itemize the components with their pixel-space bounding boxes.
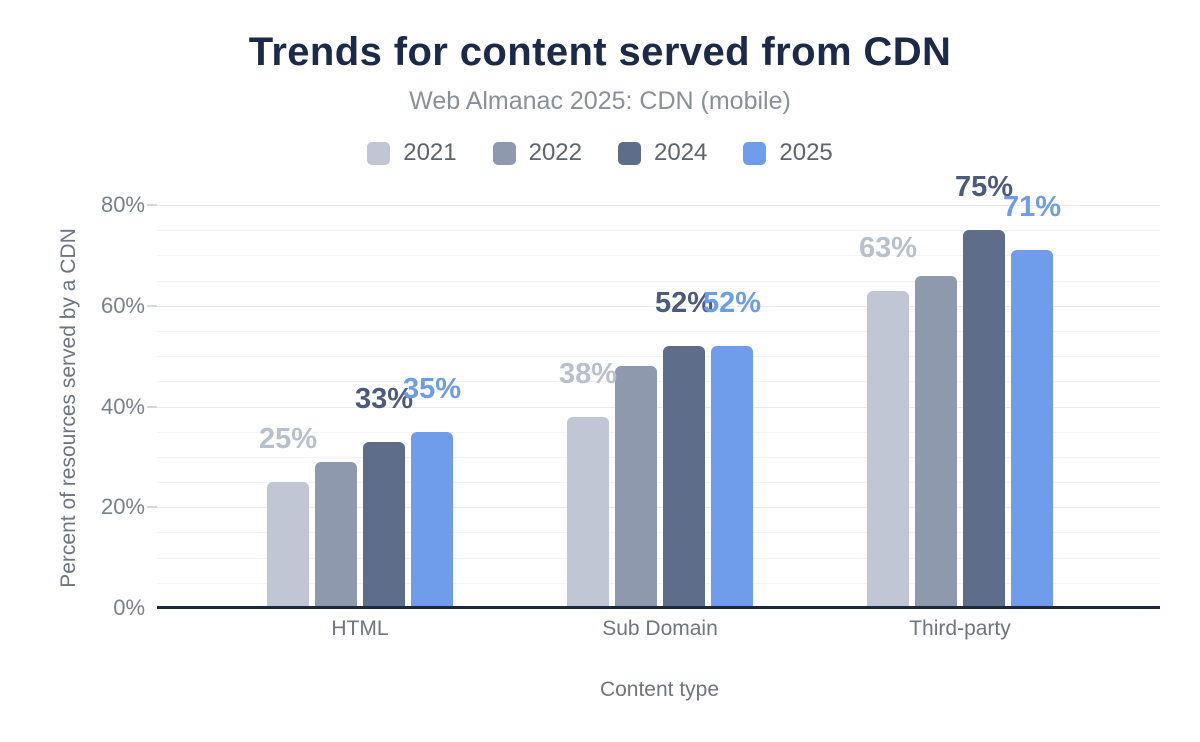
gridline-minor xyxy=(157,583,1160,584)
y-tick-mark xyxy=(147,406,157,408)
gridline-minor xyxy=(157,331,1160,332)
legend-swatch-icon xyxy=(367,141,391,165)
bar-value-label: 35% xyxy=(402,373,462,405)
bar-2025-third-party[interactable] xyxy=(1011,250,1053,608)
legend-label: 2021 xyxy=(403,139,457,166)
x-axis-title: Content type xyxy=(599,678,720,701)
y-tick-mark xyxy=(147,204,157,206)
legend-item-2021[interactable]: 2021 xyxy=(367,139,457,167)
gridline-minor xyxy=(157,356,1160,357)
gridline-minor xyxy=(157,281,1160,282)
gridline-major xyxy=(157,507,1160,508)
x-category-label: Third-party xyxy=(909,617,1011,640)
bar-value-label: 63% xyxy=(858,232,918,264)
x-axis-line xyxy=(157,606,1160,609)
bar-2022-third-party[interactable] xyxy=(915,276,957,608)
gridline-minor xyxy=(157,230,1160,231)
x-category-label: HTML xyxy=(331,617,389,640)
legend-swatch-icon xyxy=(618,141,641,165)
bar-2022-html[interactable] xyxy=(315,462,357,608)
gridline-minor xyxy=(157,255,1160,256)
x-category-label: Sub Domain xyxy=(602,617,718,640)
legend-label: 2025 xyxy=(779,139,833,166)
bar-2022-sub-domain[interactable] xyxy=(615,366,657,608)
gridline-major xyxy=(157,407,1160,408)
chart-subtitle: Web Almanac 2025: CDN (mobile) xyxy=(409,87,791,115)
gridline-minor xyxy=(157,432,1160,433)
bar-2024-sub-domain[interactable] xyxy=(663,346,705,608)
legend-item-2025[interactable]: 2025 xyxy=(743,139,833,167)
y-tick-label: 40% xyxy=(100,394,145,419)
gridline-minor xyxy=(157,558,1160,559)
bar-2024-html[interactable] xyxy=(363,442,405,608)
y-tick-label: 0% xyxy=(113,595,145,620)
gridline-minor xyxy=(157,532,1160,533)
bar-2021-sub-domain[interactable] xyxy=(567,417,609,608)
y-tick-label: 80% xyxy=(100,192,145,217)
bar-2025-sub-domain[interactable] xyxy=(711,346,753,608)
gridline-minor xyxy=(157,482,1160,483)
bar-value-label: 33% xyxy=(354,383,414,415)
legend-item-2022[interactable]: 2022 xyxy=(492,139,582,167)
bar-value-label: 25% xyxy=(258,423,318,455)
bar-2021-html[interactable] xyxy=(267,482,309,608)
gridline-minor xyxy=(157,381,1160,382)
legend-label: 2024 xyxy=(654,139,708,166)
bar-2024-third-party[interactable] xyxy=(963,230,1005,608)
bar-value-label: 38% xyxy=(558,358,618,390)
legend-swatch-icon xyxy=(743,141,767,165)
gridline-major xyxy=(157,205,1160,206)
y-tick-mark xyxy=(147,506,157,508)
bar-value-label: 71% xyxy=(1002,191,1062,223)
bar-2021-third-party[interactable] xyxy=(867,291,909,608)
y-tick-label: 20% xyxy=(100,494,145,519)
chart-title: Trends for content served from CDN xyxy=(248,30,952,74)
legend: 2021 2022 2024 2025 xyxy=(0,139,1200,167)
gridline-major xyxy=(157,306,1160,307)
bar-value-label: 52% xyxy=(702,287,762,319)
legend-item-2024[interactable]: 2024 xyxy=(618,139,707,167)
legend-swatch-icon xyxy=(492,141,516,165)
gridline-minor xyxy=(157,457,1160,458)
bar-2025-html[interactable] xyxy=(411,432,453,608)
y-tick-mark xyxy=(147,305,157,307)
bar-value-label: 52% xyxy=(654,287,714,319)
y-tick-label: 60% xyxy=(100,293,145,318)
legend-label: 2022 xyxy=(528,139,582,166)
bar-value-label: 75% xyxy=(954,171,1014,203)
